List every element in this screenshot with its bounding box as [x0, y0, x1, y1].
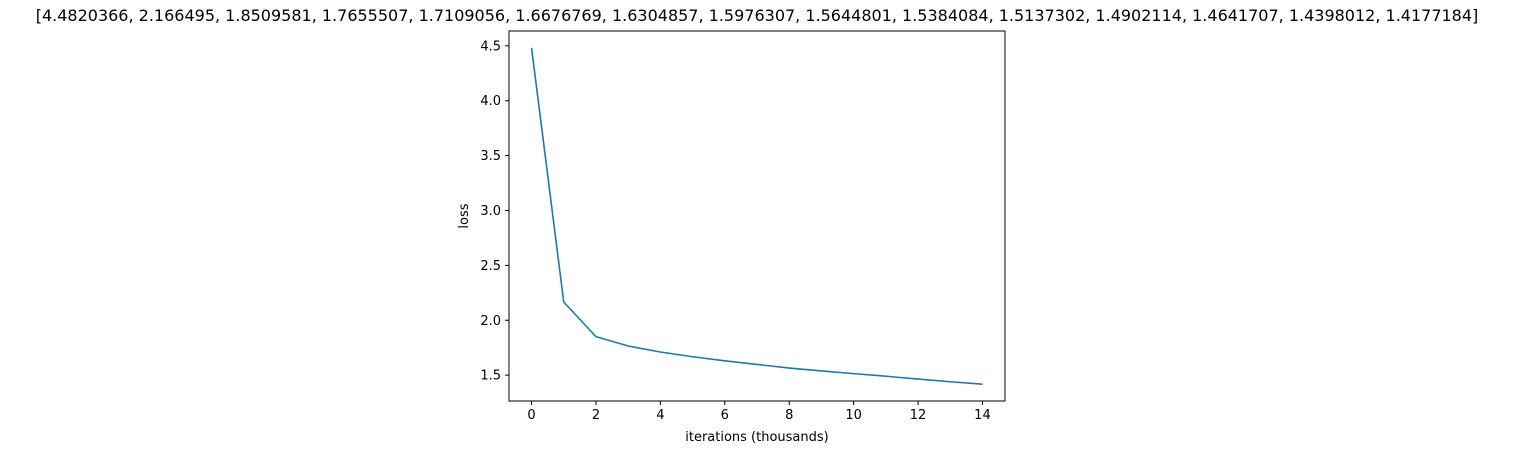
y-tick-label: 1.5 — [480, 369, 501, 384]
y-tick-label: 4.5 — [480, 39, 501, 54]
y-axis: 1.5 2.0 2.5 3.0 3.5 4.0 4.5 — [480, 39, 509, 384]
x-tick-label: 14 — [974, 408, 991, 423]
y-tick-label: 3.0 — [480, 204, 501, 219]
series-line — [530, 47, 983, 385]
chart-title: [4.4820366, 2.166495, 1.8509581, 1.76555… — [35, 6, 1479, 25]
y-tick-label: 4.0 — [480, 94, 501, 109]
x-tick-label: 0 — [527, 408, 535, 423]
x-axis: 0 2 4 6 8 10 12 14 — [527, 401, 991, 423]
y-axis-label: loss — [457, 203, 472, 228]
y-tick-label: 2.5 — [480, 259, 501, 274]
x-tick-label: 10 — [845, 408, 862, 423]
plot-frame — [508, 30, 1006, 402]
x-tick-label: 4 — [656, 408, 664, 423]
series-layer — [530, 47, 983, 385]
x-axis-label: iterations (thousands) — [685, 430, 829, 445]
x-tick-label: 12 — [910, 408, 927, 423]
y-tick-label: 2.0 — [480, 314, 501, 329]
x-tick-label: 8 — [785, 408, 793, 423]
x-tick-label: 6 — [721, 408, 729, 423]
x-tick-label: 2 — [592, 408, 600, 423]
plot-border — [508, 30, 1006, 402]
y-tick-label: 3.5 — [480, 149, 501, 164]
